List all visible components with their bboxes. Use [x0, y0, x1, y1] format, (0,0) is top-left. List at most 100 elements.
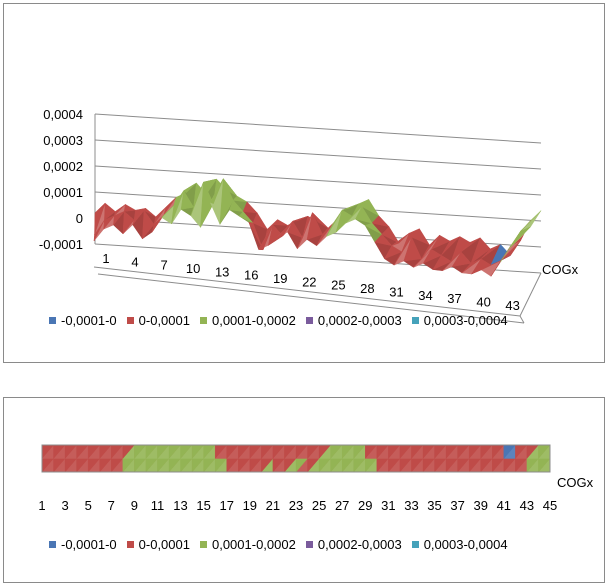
legend-swatch	[126, 541, 134, 548]
x-tick-label: 37	[450, 498, 464, 513]
z-tick-label: 0,0002	[43, 159, 83, 174]
x-tick-label: 39	[473, 498, 487, 513]
surface-facet	[183, 182, 197, 194]
x-tick-label: 1	[38, 498, 45, 513]
surface-facet	[113, 204, 126, 217]
legend-label: 0-0,0001	[138, 537, 190, 552]
legend-label: 0,0002-0,0003	[317, 313, 402, 328]
surface-facet	[422, 248, 442, 264]
x-tick-label: 34	[418, 288, 432, 303]
surface-facet	[461, 258, 482, 274]
surface-chart: 0,0004 0,0003 0,0002 0,0001 0 -0,0001 1 4 7 10 13 1…	[39, 107, 579, 324]
surface-facet	[442, 251, 462, 271]
x-tick-label: 4	[131, 254, 138, 269]
surface-facet	[248, 222, 264, 250]
legend-label: 0-0,0001	[138, 313, 190, 328]
surface-facet	[94, 202, 106, 235]
surface-facet	[132, 210, 145, 225]
floor-edge	[93, 266, 521, 317]
x-tick-label: 29	[358, 498, 372, 513]
surface-facet	[287, 220, 304, 239]
legend-swatch	[49, 317, 56, 324]
x-tick-label: 7	[160, 258, 167, 273]
legend-label: 0,0001-0,0002	[211, 537, 296, 552]
legend-item: 0,0003-0,0004	[411, 313, 508, 328]
x-tick-label: 37	[447, 291, 461, 306]
x-axis-title: COGx	[542, 262, 579, 277]
surface-facet	[143, 207, 156, 218]
x-tick-label: 25	[331, 278, 345, 293]
x-tick-label: 17	[219, 498, 233, 513]
x-tick-label: 13	[215, 264, 229, 279]
surface-facet	[242, 201, 258, 214]
surface-facet	[232, 195, 248, 203]
legend-label: -0,0001-0	[61, 313, 117, 328]
surface-facet	[345, 206, 363, 224]
surface-legend: -0,0001-0 0-0,0001 0,0001-0,0002 0,0002-0,0…	[49, 313, 518, 328]
surface-facet	[450, 236, 471, 262]
x-tick-label: 25	[312, 498, 326, 513]
surface-facet	[411, 228, 431, 246]
x-tick-label: 16	[244, 268, 258, 283]
surface-facet	[180, 189, 195, 210]
surface-facet	[142, 209, 155, 240]
surface-facet	[200, 181, 214, 228]
surface-facet	[441, 236, 461, 256]
z-tick-label: 0,0001	[43, 185, 83, 200]
x-tick-label: 27	[335, 498, 349, 513]
surface-facet	[381, 226, 400, 244]
legend-item: 0-0,0001	[126, 537, 190, 552]
surface-facet	[163, 197, 177, 216]
legend-item: 0,0003-0,0004	[411, 537, 508, 552]
legend-item: -0,0001-0	[49, 537, 117, 552]
surface-facet	[480, 244, 501, 260]
x-tick-label: 19	[273, 271, 287, 286]
x-tick-label: 7	[108, 498, 115, 513]
legend-item: 0,0002-0,0003	[305, 537, 402, 552]
surface-facet	[316, 224, 333, 246]
x-tick-label: 11	[151, 498, 165, 513]
legend-swatch	[199, 541, 207, 548]
surface-facet	[272, 219, 288, 226]
x-tick-label: 33	[404, 498, 418, 513]
surface-facet	[374, 234, 393, 247]
surface-facet	[312, 212, 329, 229]
x-tick-label: 9	[131, 498, 138, 513]
surface-facet	[326, 209, 343, 237]
z-tick-label: 0,0004	[43, 107, 83, 122]
x-tick-label: 43	[520, 498, 534, 513]
legend-swatch	[199, 317, 207, 324]
surface-facet	[161, 205, 174, 218]
floor-edge	[519, 272, 542, 317]
surface-facet	[361, 198, 380, 217]
legend-item: 0,0001-0,0002	[199, 313, 296, 328]
surface-facet	[238, 211, 254, 224]
legend-swatch	[126, 317, 134, 324]
surface-facet	[510, 226, 531, 248]
legend-label: -0,0001-0	[61, 537, 117, 552]
contour-cells	[41, 444, 551, 473]
surface-facet	[122, 210, 135, 235]
surface-facet	[421, 235, 440, 259]
surface-facet	[393, 236, 412, 266]
gridline	[94, 139, 542, 170]
surface-facet	[123, 204, 137, 212]
x-tick-label: 19	[243, 498, 257, 513]
x-axis-title: COGx	[557, 475, 594, 490]
surface-facet	[292, 215, 309, 222]
x-tick-label: 40	[476, 294, 490, 309]
surface-facet	[403, 236, 422, 262]
x-tick-label: 31	[389, 284, 403, 299]
surface-facet	[371, 215, 390, 228]
x-tick-label: 13	[173, 498, 187, 513]
surface-facet	[306, 211, 323, 240]
surface-facet	[490, 243, 512, 266]
x-tick-label: 10	[186, 261, 200, 276]
x-tick-label: 31	[381, 498, 395, 513]
surface-facet	[113, 211, 125, 226]
surface-facet	[391, 232, 410, 246]
surface-facet	[432, 254, 452, 271]
legend-swatch	[305, 541, 313, 548]
surface-facet	[383, 245, 403, 260]
contour-frame	[41, 444, 551, 473]
